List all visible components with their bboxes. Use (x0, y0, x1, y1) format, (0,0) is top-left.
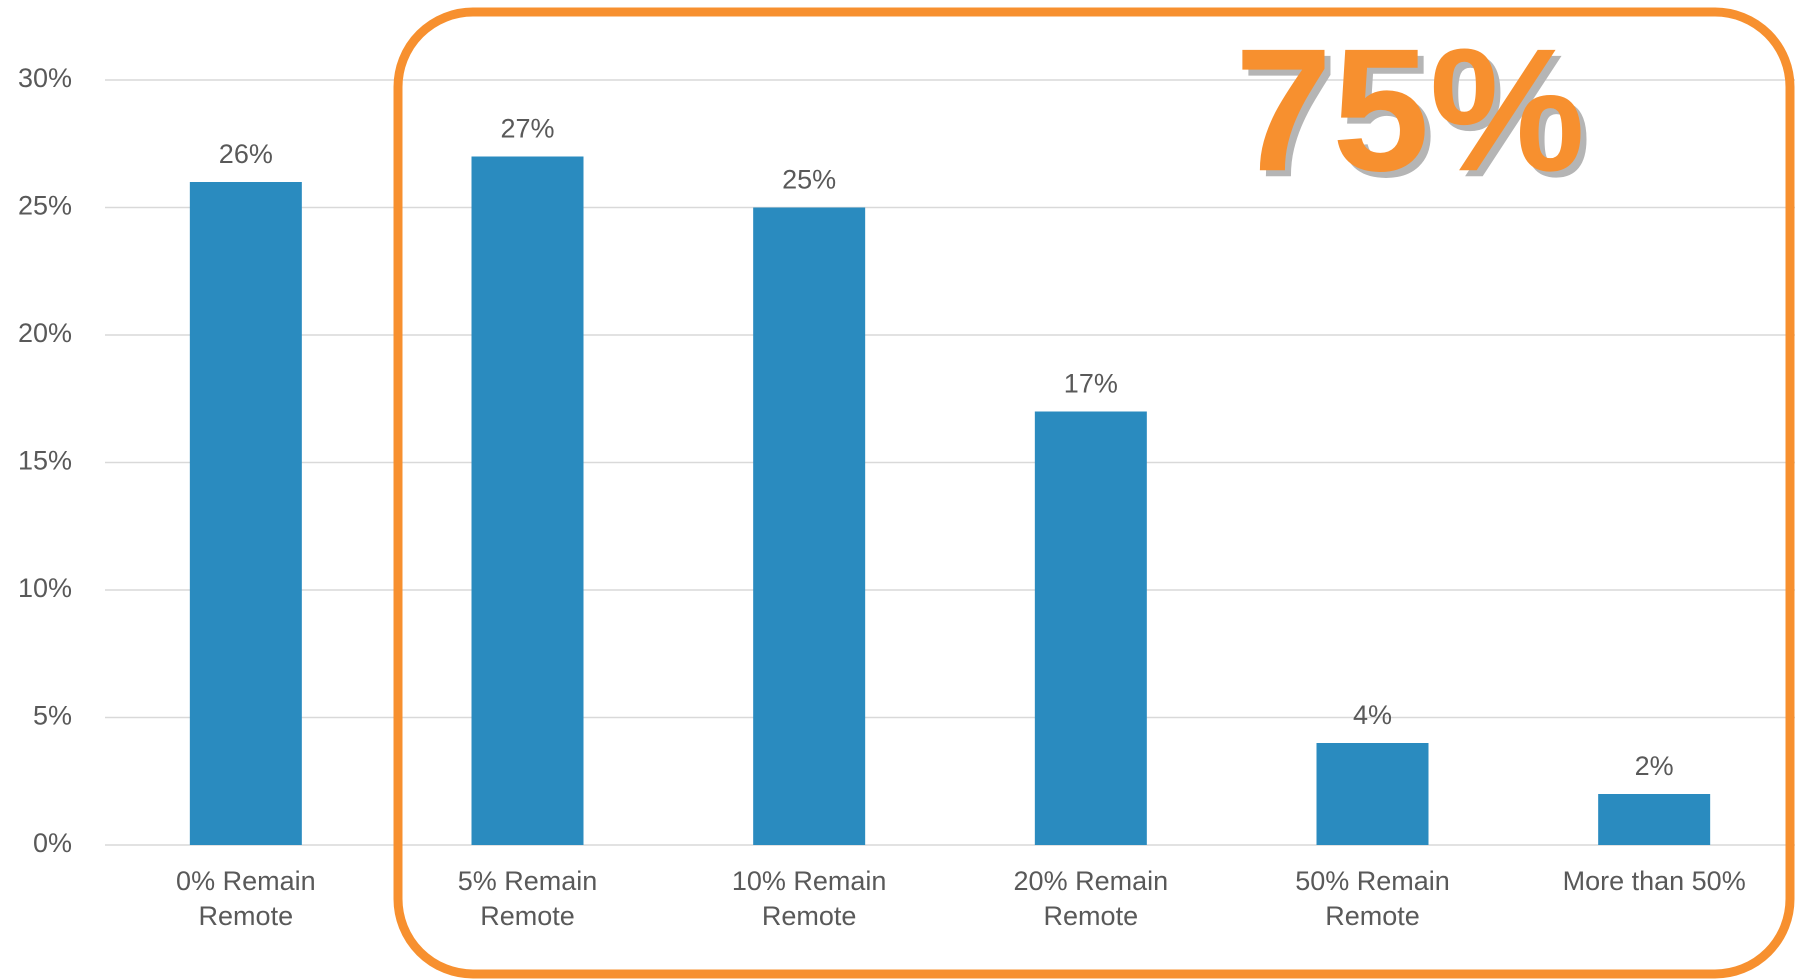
data-label: 2% (1635, 751, 1674, 781)
bar (189, 182, 302, 845)
bar (1598, 794, 1711, 845)
x-tick-label: 5% Remain Remote (457, 866, 598, 931)
data-label: 27% (500, 114, 554, 144)
y-tick-label: 0% (33, 828, 72, 858)
data-label: 25% (782, 165, 836, 195)
x-tick-label: 50% Remain Remote (1295, 866, 1450, 931)
annotation: 75% (1235, 13, 1585, 208)
bar (1034, 411, 1147, 845)
data-label: 17% (1064, 369, 1118, 399)
y-tick-label: 5% (33, 701, 72, 731)
data-label: 4% (1353, 700, 1392, 730)
bar (1316, 743, 1429, 845)
data-label: 26% (219, 139, 273, 169)
bar (753, 207, 866, 845)
x-tick-label: More than 50% (1562, 866, 1746, 896)
x-tick-label: 10% Remain Remote (731, 866, 887, 931)
annotation-shadow: 75% (1241, 19, 1591, 214)
x-tick-label: 20% Remain Remote (1013, 866, 1169, 931)
y-tick-label: 20% (18, 318, 72, 348)
y-tick-label: 10% (18, 573, 72, 603)
highlight-box (393, 7, 1795, 979)
y-tick-label: 15% (18, 446, 72, 476)
y-tick-label: 30% (18, 63, 72, 93)
y-tick-label: 25% (18, 191, 72, 221)
bar (471, 156, 584, 845)
x-tick-label: 0% Remain Remote (176, 866, 316, 931)
